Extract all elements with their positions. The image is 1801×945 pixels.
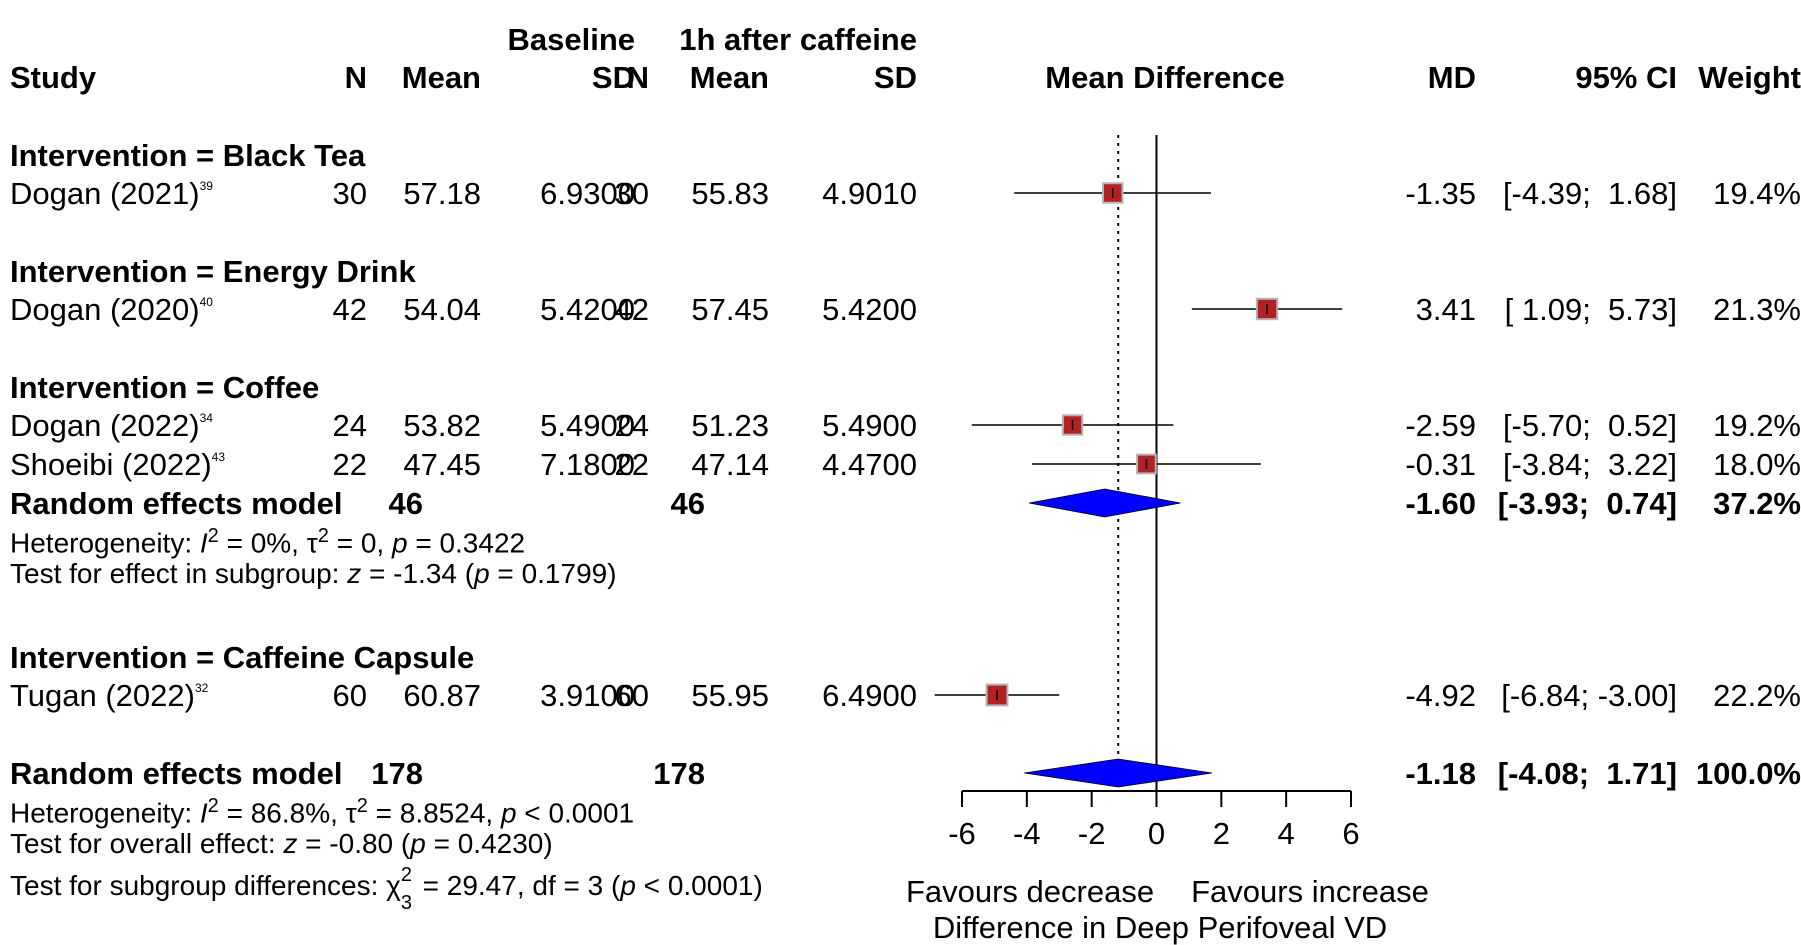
study-n-baseline: 42 — [332, 292, 367, 327]
study-ci: [-6.84; -3.00] — [1501, 678, 1677, 713]
subgroup-model-n-after: 46 — [670, 486, 705, 521]
study-md: -0.31 — [1405, 447, 1476, 482]
header-md: MD — [1427, 60, 1476, 95]
study-sd-after: 4.4700 — [822, 447, 917, 482]
study-mean-baseline: 60.87 — [403, 678, 481, 713]
header-95ci: 95% CI — [1575, 60, 1677, 95]
study-weight: 19.2% — [1713, 408, 1801, 443]
overall-heterogeneity: Heterogeneity: I2 = 86.8%, τ2 = 8.8524, … — [10, 795, 635, 829]
study-n-after: 22 — [614, 447, 649, 482]
x-tick-label: -6 — [948, 816, 976, 851]
x-tick-label: 2 — [1213, 816, 1230, 851]
study-sd-baseline: 6.9300 — [540, 176, 635, 211]
study-sd-after: 5.4900 — [822, 408, 917, 443]
header-sd-after: SD — [873, 60, 917, 95]
study-n-baseline: 30 — [332, 176, 367, 211]
study-sd-after: 5.4200 — [822, 292, 917, 327]
overall-model-label: Random effects model — [10, 756, 343, 791]
header-n-after: N — [626, 60, 649, 95]
header-study: Study — [10, 60, 97, 95]
study-weight: 22.2% — [1713, 678, 1801, 713]
study-weight: 19.4% — [1713, 176, 1801, 211]
subgroup-model-md: -1.60 — [1405, 486, 1476, 521]
overall-model-weight: 100.0% — [1695, 756, 1801, 791]
header-baseline: Baseline — [507, 22, 635, 57]
study-ci: [ 1.09; 5.73] — [1504, 292, 1677, 327]
header-mean-after: Mean — [689, 60, 769, 95]
study-mean-after: 51.23 — [691, 408, 769, 443]
study-mean-baseline: 54.04 — [403, 292, 481, 327]
study-md: -4.92 — [1405, 678, 1476, 713]
x-tick-label: 6 — [1342, 816, 1359, 851]
study-ci: [-3.84; 3.22] — [1502, 447, 1677, 482]
study-mean-baseline: 47.45 — [403, 447, 481, 482]
study-sd-after: 6.4900 — [822, 678, 917, 713]
study-mean-after: 55.83 — [691, 176, 769, 211]
study-sd-after: 4.9010 — [822, 176, 917, 211]
group-label-black-tea: Intervention = Black Tea — [10, 138, 366, 173]
study-name: Dogan (2020)40 — [10, 292, 213, 327]
study-name: Dogan (2022)34 — [10, 408, 213, 443]
study-md: -1.35 — [1405, 176, 1476, 211]
x-axis-label: Difference in Deep Perifoveal VD — [932, 910, 1388, 945]
study-mean-after: 55.95 — [691, 678, 769, 713]
study-n-baseline: 24 — [332, 408, 367, 443]
x-tick-label: 0 — [1148, 816, 1165, 851]
study-name: Tugan (2022)32 — [10, 678, 209, 713]
study-n-baseline: 60 — [332, 678, 367, 713]
header-n-baseline: N — [344, 60, 367, 95]
study-sd-baseline: 3.9100 — [540, 678, 635, 713]
study-sd-baseline: 7.1800 — [540, 447, 635, 482]
study-mean-after: 47.14 — [691, 447, 769, 482]
study-weight: 21.3% — [1713, 292, 1801, 327]
x-tick-label: -4 — [1013, 816, 1041, 851]
overall-model-n-after: 178 — [653, 756, 705, 791]
group-label-coffee: Intervention = Coffee — [10, 370, 320, 405]
subgroup-model-weight: 37.2% — [1713, 486, 1801, 521]
study-n-after: 60 — [614, 678, 649, 713]
study-md: 3.41 — [1415, 292, 1476, 327]
study-n-after: 24 — [614, 408, 649, 443]
study-n-baseline: 22 — [332, 447, 367, 482]
subgroup-model-ci: [-3.93; 0.74] — [1497, 486, 1677, 521]
overall-effect-test: Test for overall effect: z = -0.80 (p = … — [10, 828, 553, 859]
overall-model-md: -1.18 — [1405, 756, 1476, 791]
study-sd-baseline: 5.4900 — [540, 408, 635, 443]
overall-model-n-baseline: 178 — [371, 756, 423, 791]
study-mean-baseline: 53.82 — [403, 408, 481, 443]
overall-model-ci: [-4.08; 1.71] — [1497, 756, 1677, 791]
favours-right-label: Favours increase — [1191, 874, 1429, 909]
favours-left-label: Favours decrease — [905, 874, 1155, 909]
x-tick-label: 4 — [1278, 816, 1295, 851]
header-mean-baseline: Mean — [401, 60, 481, 95]
overall-diamond — [1024, 758, 1212, 788]
header-weight: Weight — [1698, 60, 1801, 95]
subgroup-model-label: Random effects model — [10, 486, 343, 521]
subgroup-diamond — [1029, 488, 1181, 518]
study-md: -2.59 — [1405, 408, 1476, 443]
study-n-after: 42 — [614, 292, 649, 327]
header-mean-difference: Mean Difference — [1045, 60, 1285, 95]
study-mean-baseline: 57.18 — [403, 176, 481, 211]
study-mean-after: 57.45 — [691, 292, 769, 327]
study-name: Dogan (2021)39 — [10, 176, 213, 211]
header-sd-baseline: SD — [591, 60, 635, 95]
study-n-after: 30 — [614, 176, 649, 211]
study-sd-baseline: 5.4200 — [540, 292, 635, 327]
subgroup-effect-test: Test for effect in subgroup: z = -1.34 (… — [10, 558, 617, 589]
study-weight: 18.0% — [1713, 447, 1801, 482]
group-label-energy-drink: Intervention = Energy Drink — [10, 254, 416, 289]
subgroup-model-n-baseline: 46 — [388, 486, 423, 521]
study-ci: [-4.39; 1.68] — [1502, 176, 1677, 211]
subgroup-heterogeneity: Heterogeneity: I2 = 0%, τ2 = 0, p = 0.34… — [10, 525, 526, 559]
header-after-caffeine: 1h after caffeine — [679, 22, 917, 57]
group-label-caffeine-capsule: Intervention = Caffeine Capsule — [10, 640, 475, 675]
study-ci: [-5.70; 0.52] — [1502, 408, 1677, 443]
study-name: Shoeibi (2022)43 — [10, 447, 225, 482]
x-tick-label: -2 — [1078, 816, 1106, 851]
